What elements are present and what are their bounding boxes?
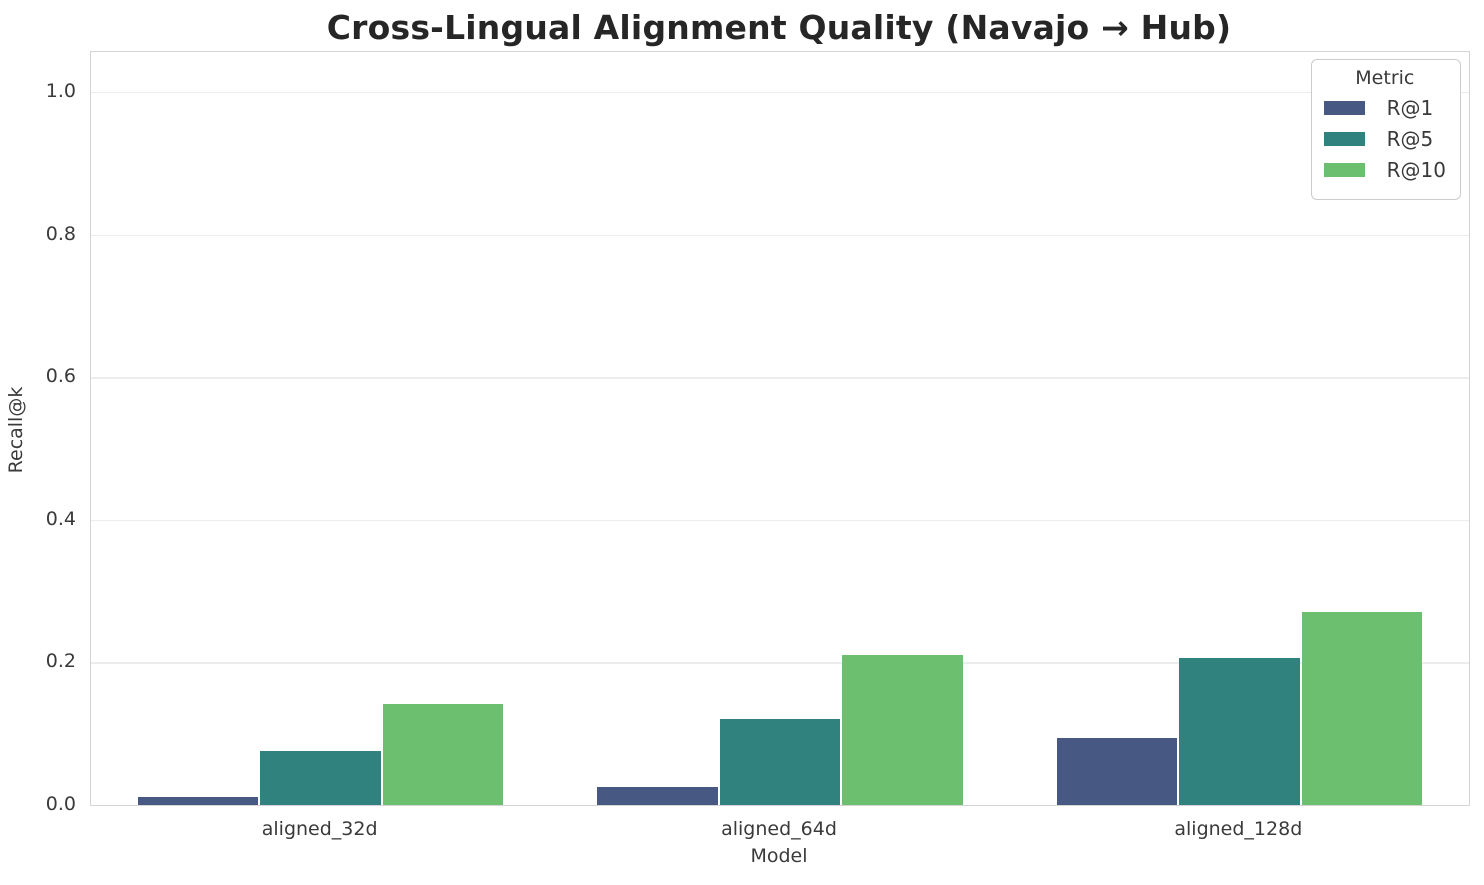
- y-tick-label: 0.2: [45, 650, 76, 673]
- x-tick-label: aligned_128d: [1174, 818, 1303, 840]
- bar-r1-aligned_128d: [1056, 737, 1178, 805]
- legend-item-r1: R@1: [1323, 96, 1446, 120]
- legend-swatch-r1: [1323, 101, 1365, 115]
- plot-area: [90, 51, 1470, 806]
- bar-r5-aligned_64d: [719, 719, 841, 805]
- legend-swatch-r5: [1323, 132, 1365, 146]
- gridline: [91, 377, 1469, 379]
- legend-label-r10: R@10: [1386, 158, 1446, 182]
- y-tick-label: 0.4: [45, 507, 76, 530]
- x-axis-label: Model: [750, 845, 808, 867]
- bar-r10-aligned_64d: [842, 655, 963, 805]
- legend-item-r5: R@5: [1323, 127, 1446, 151]
- legend-title: Metric: [1355, 67, 1415, 89]
- y-tick-label: 1.0: [45, 79, 76, 102]
- legend-label-r1: R@1: [1386, 96, 1434, 120]
- bar-r5-aligned_32d: [260, 750, 381, 805]
- bar-r10-aligned_128d: [1301, 612, 1423, 805]
- y-tick-label: 0.6: [45, 365, 76, 388]
- gridline: [91, 662, 1469, 664]
- legend-swatch-r10: [1323, 163, 1365, 177]
- gridline: [91, 519, 1469, 522]
- bar-r1-aligned_32d: [137, 797, 259, 805]
- x-tick-label: aligned_32d: [261, 818, 378, 840]
- bar-r1-aligned_64d: [597, 787, 718, 805]
- legend: Metric R@1 R@5 R@10: [1310, 59, 1461, 200]
- legend-item-r10: R@10: [1323, 158, 1446, 182]
- legend-label-r5: R@5: [1386, 127, 1434, 151]
- y-tick-label: 0.8: [45, 222, 76, 245]
- gridline: [91, 91, 1469, 94]
- chart-title: Cross-Lingual Alignment Quality (Navajo …: [326, 8, 1232, 47]
- x-tick-label: aligned_64d: [721, 818, 837, 840]
- gridline: [91, 234, 1469, 237]
- y-tick-label: 0.0: [45, 793, 76, 815]
- bar-r5-aligned_128d: [1179, 658, 1300, 805]
- bar-r10-aligned_32d: [382, 703, 504, 805]
